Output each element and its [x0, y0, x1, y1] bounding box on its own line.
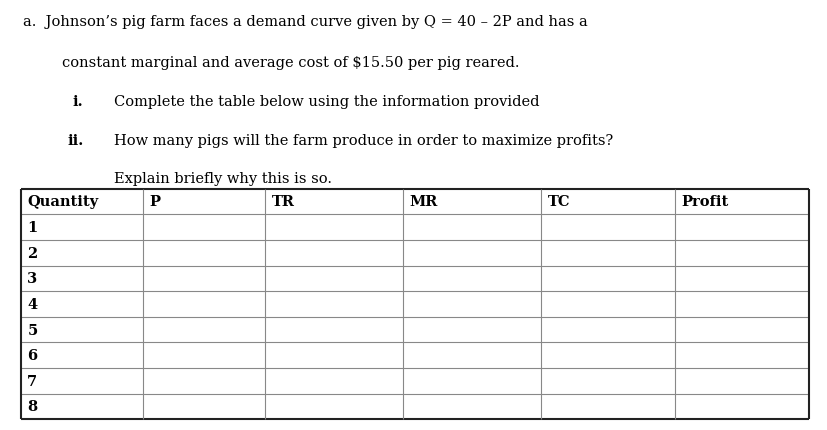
- Text: 2: 2: [27, 246, 37, 260]
- Bar: [403, 368, 541, 394]
- Text: How many pigs will the farm produce in order to maximize profits?: How many pigs will the farm produce in o…: [114, 133, 614, 147]
- Bar: [675, 189, 809, 215]
- Bar: [21, 215, 143, 240]
- Bar: [143, 189, 265, 215]
- Bar: [21, 394, 143, 419]
- Text: Explain briefly why this is so.: Explain briefly why this is so.: [114, 172, 332, 186]
- Bar: [541, 368, 675, 394]
- Bar: [265, 240, 403, 266]
- Bar: [143, 292, 265, 317]
- Bar: [403, 240, 541, 266]
- Text: TC: TC: [547, 195, 570, 209]
- Bar: [541, 343, 675, 368]
- Bar: [21, 292, 143, 317]
- Bar: [675, 343, 809, 368]
- Bar: [21, 368, 143, 394]
- Text: a.  Johnson’s pig farm faces a demand curve given by Q = 40 – 2P and has a: a. Johnson’s pig farm faces a demand cur…: [23, 15, 588, 29]
- Text: Profit: Profit: [681, 195, 729, 209]
- Bar: [675, 240, 809, 266]
- Bar: [541, 189, 675, 215]
- Text: 6: 6: [27, 348, 37, 362]
- Bar: [21, 266, 143, 292]
- Bar: [675, 368, 809, 394]
- Bar: [675, 215, 809, 240]
- Bar: [675, 266, 809, 292]
- Text: 4: 4: [27, 297, 37, 311]
- Bar: [143, 240, 265, 266]
- Bar: [541, 215, 675, 240]
- Text: constant marginal and average cost of $15.50 per pig reared.: constant marginal and average cost of $1…: [62, 56, 519, 70]
- Text: 1: 1: [27, 221, 37, 234]
- Bar: [403, 317, 541, 343]
- Bar: [541, 292, 675, 317]
- Bar: [265, 343, 403, 368]
- Bar: [143, 215, 265, 240]
- Bar: [403, 266, 541, 292]
- Bar: [541, 317, 675, 343]
- Bar: [541, 394, 675, 419]
- Text: i.: i.: [73, 95, 84, 108]
- Bar: [403, 343, 541, 368]
- Bar: [143, 266, 265, 292]
- Bar: [21, 240, 143, 266]
- Text: TR: TR: [271, 195, 294, 209]
- Bar: [265, 266, 403, 292]
- Bar: [143, 317, 265, 343]
- Text: 3: 3: [27, 272, 37, 286]
- Bar: [675, 394, 809, 419]
- Bar: [403, 215, 541, 240]
- Bar: [265, 189, 403, 215]
- Text: P: P: [150, 195, 160, 209]
- Bar: [265, 215, 403, 240]
- Text: 7: 7: [27, 374, 37, 388]
- Bar: [265, 368, 403, 394]
- Bar: [675, 317, 809, 343]
- Bar: [21, 317, 143, 343]
- Bar: [403, 394, 541, 419]
- Bar: [265, 292, 403, 317]
- Text: 5: 5: [27, 323, 37, 337]
- Bar: [403, 189, 541, 215]
- Bar: [21, 343, 143, 368]
- Text: Complete the table below using the information provided: Complete the table below using the infor…: [114, 95, 540, 108]
- Bar: [143, 368, 265, 394]
- Bar: [541, 266, 675, 292]
- Bar: [265, 394, 403, 419]
- Text: ii.: ii.: [68, 133, 84, 147]
- Bar: [143, 394, 265, 419]
- Bar: [541, 240, 675, 266]
- Text: Quantity: Quantity: [27, 195, 98, 209]
- Text: MR: MR: [409, 195, 438, 209]
- Bar: [265, 317, 403, 343]
- Bar: [675, 292, 809, 317]
- Bar: [21, 189, 143, 215]
- Bar: [403, 292, 541, 317]
- Text: 8: 8: [27, 399, 37, 414]
- Bar: [143, 343, 265, 368]
